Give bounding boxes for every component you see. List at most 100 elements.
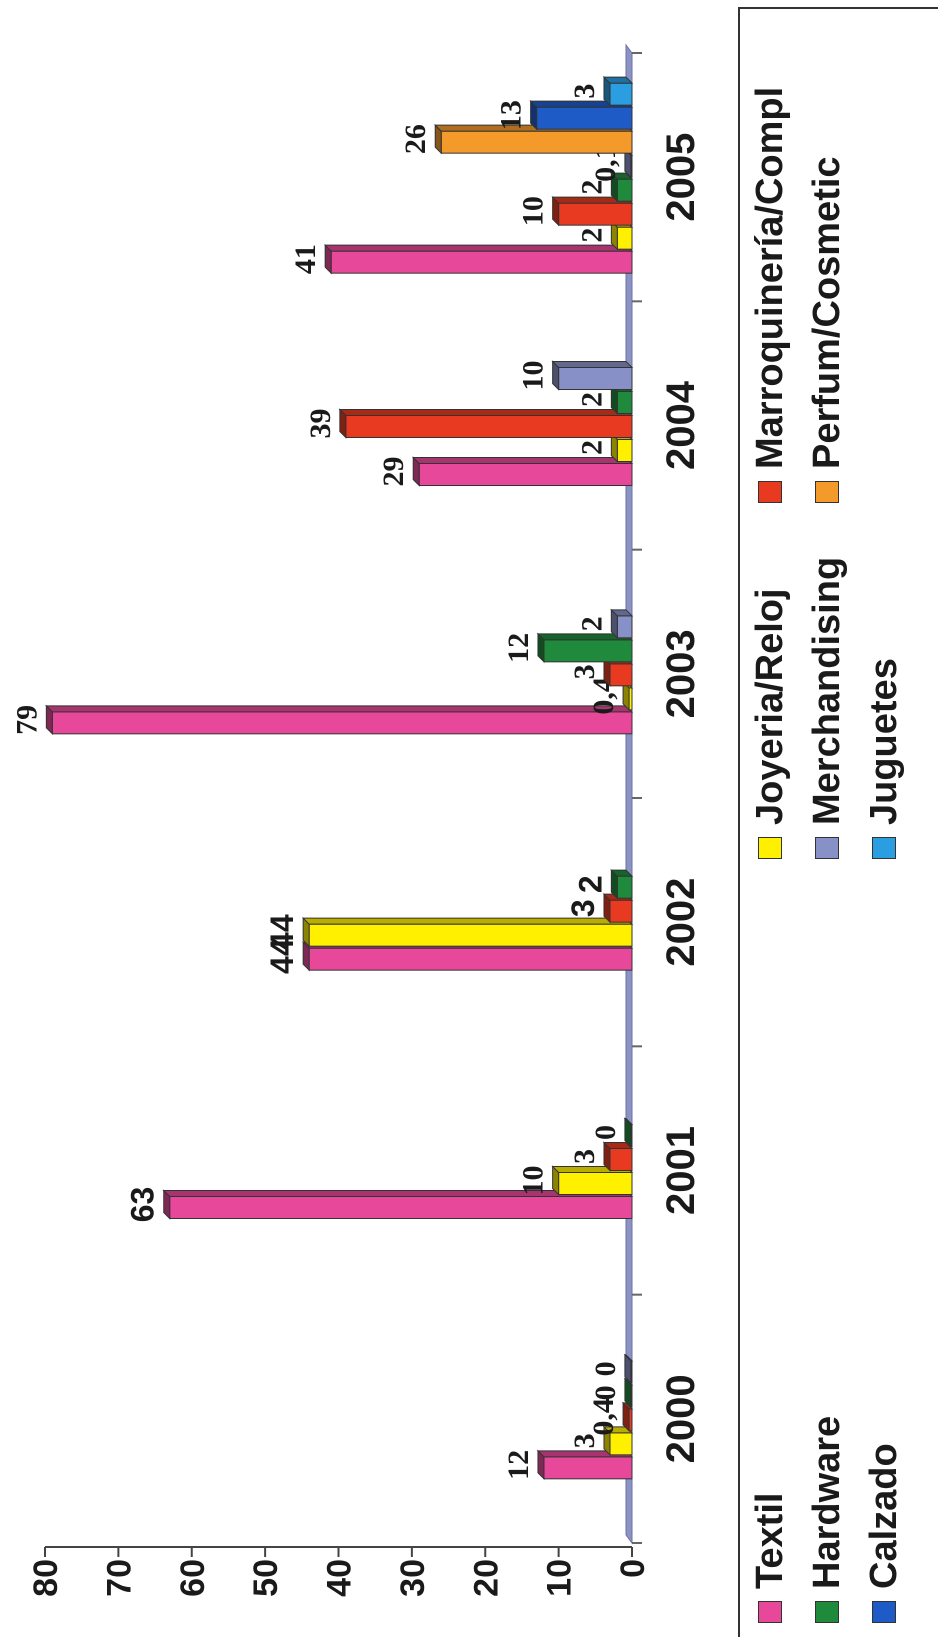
bar-side-face [551, 361, 634, 368]
bar [543, 1456, 633, 1480]
data-label: 10 [517, 1166, 550, 1196]
data-label: 3 [568, 1433, 601, 1448]
y-tick-label: 50 [247, 1559, 285, 1597]
legend-item-calzado: Calzado [862, 1443, 906, 1623]
bar [440, 130, 633, 154]
legend-swatch-perfum [815, 481, 839, 503]
legend-label-merchandising: Merchandising [805, 556, 848, 825]
bar [558, 367, 633, 390]
bar [609, 1148, 633, 1171]
data-label: 3 [568, 1149, 601, 1164]
bar [308, 947, 633, 971]
legend-swatch-merchandising [815, 837, 839, 859]
bar [609, 899, 633, 923]
data-label: 10 [517, 361, 550, 391]
data-label: 13 [495, 100, 528, 130]
bar [418, 463, 633, 486]
data-label: 79 [10, 705, 43, 735]
bar-side-face [623, 1118, 634, 1125]
bar-side-face [621, 1402, 634, 1410]
bar-side-face [412, 457, 634, 464]
data-label: 0 [589, 1361, 622, 1376]
bar-side-face [301, 917, 634, 925]
bar-side-face [602, 1142, 634, 1149]
legend-swatch-hardware [815, 1601, 839, 1623]
legend-item-merchandising: Merchandising [805, 557, 849, 859]
legend-item-hardware: Hardware [805, 1416, 849, 1623]
legend-item-perfum: Perfum/Cosmetic [805, 156, 849, 503]
data-label: 44 [264, 914, 300, 950]
legend-swatch-calzado [872, 1601, 896, 1623]
bar-side-face [602, 76, 634, 84]
bar [330, 250, 633, 274]
y-tick-label: 80 [27, 1559, 65, 1597]
bar [616, 178, 633, 202]
data-label: 12 [502, 1450, 535, 1480]
data-label: 0 [589, 1125, 622, 1140]
data-label: 10 [517, 196, 550, 226]
data-label: 2 [575, 392, 608, 407]
data-label: 2 [575, 440, 608, 455]
legend-label-textil: Textil [748, 1492, 791, 1589]
x-category-label: 2001 [659, 1126, 703, 1215]
bar [169, 1196, 633, 1219]
y-tick-label: 20 [467, 1559, 505, 1597]
y-tick-label: 60 [174, 1559, 212, 1597]
legend-swatch-marroquineria [758, 481, 782, 503]
data-label: 2 [575, 180, 608, 195]
data-label: 12 [502, 633, 535, 663]
bar-side-face [623, 1354, 634, 1362]
x-category-label: 2000 [659, 1374, 703, 1463]
x-category-label: 2003 [659, 629, 703, 718]
bar [543, 639, 633, 663]
legend-label-hardware: Hardware [805, 1415, 848, 1589]
legend-item-textil: Textil [748, 1493, 792, 1623]
bar [51, 711, 633, 735]
data-label: 2 [572, 875, 608, 893]
bar [609, 82, 633, 106]
bar [616, 439, 633, 462]
data-label: 3 [568, 664, 601, 679]
data-label: 44 [264, 938, 300, 974]
y-tick-label: 10 [541, 1559, 579, 1597]
legend-label-juguetes: Juguetes [862, 658, 905, 825]
y-tick-label: 70 [100, 1559, 138, 1597]
y-tick-label: 40 [321, 1559, 359, 1597]
legend-swatch-joyeria [758, 837, 782, 859]
bar [609, 663, 633, 687]
data-label: 26 [399, 124, 432, 154]
bar-side-face [610, 609, 634, 617]
bar-side-face [610, 869, 634, 877]
bar-side-face [45, 705, 634, 713]
legend-label-marroquineria: Marroquinería/Compl [748, 86, 791, 469]
x-category-label: 2004 [659, 380, 703, 470]
data-label: 0 [589, 1385, 622, 1400]
data-label: 39 [304, 409, 337, 439]
bar [558, 202, 633, 226]
data-label: 0,4 [587, 1398, 620, 1436]
bar [345, 415, 633, 438]
bar-side-face [623, 1378, 634, 1386]
legend-item-juguetes: Juguetes [862, 658, 906, 859]
bar [558, 1172, 633, 1195]
data-label: 2 [575, 616, 608, 631]
y-tick-label: 0 [614, 1559, 652, 1578]
legend-swatch-juguetes [872, 837, 896, 859]
bar-side-face [338, 409, 634, 416]
legend-item-joyeria: Joyeria/Reloj [748, 588, 792, 859]
chart-legend: Textil Hardware Calzado Joyeria/Reloj Me… [738, 7, 938, 1637]
bar-side-face [323, 244, 634, 252]
data-label: 3 [565, 899, 601, 917]
x-category-label: 2002 [659, 878, 703, 967]
bar [616, 226, 633, 250]
data-label: 29 [377, 457, 410, 487]
bar-side-face [610, 172, 634, 180]
y-tick-label: 30 [394, 1559, 432, 1597]
bar [616, 875, 633, 899]
x-category-label: 2005 [659, 133, 703, 222]
legend-label-joyeria: Joyeria/Reloj [748, 588, 791, 825]
data-label: 41 [289, 244, 322, 274]
bar [308, 923, 633, 947]
